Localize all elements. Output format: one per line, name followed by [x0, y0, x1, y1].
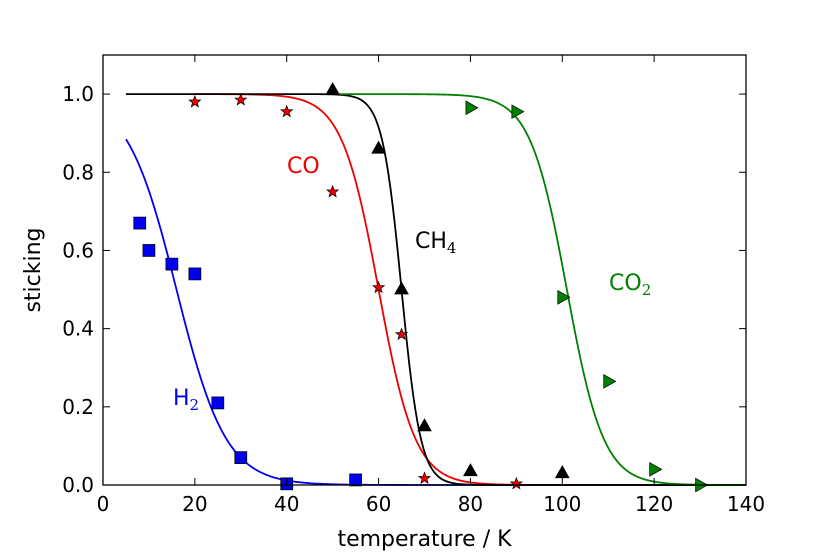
data-point-series-2 — [554, 465, 570, 479]
data-point-series-0 — [165, 257, 179, 271]
x-tick-label: 80 — [458, 492, 483, 516]
data-point-series-0 — [211, 396, 225, 410]
data-point-series-1 — [417, 471, 432, 485]
y-tick-label: 0.4 — [62, 317, 94, 341]
data-point-series-0 — [142, 244, 156, 257]
data-point-series-0 — [188, 267, 202, 281]
data-point-series-1 — [325, 184, 340, 198]
series-label-ch4: CH4 — [415, 229, 456, 257]
series-label-co-main: CO — [287, 154, 320, 179]
x-tick-label: 120 — [635, 492, 673, 516]
data-point-series-3 — [511, 104, 525, 120]
fit-curve-series-0 — [125, 138, 746, 486]
fit-curve-series-3 — [332, 93, 746, 486]
series-label-h2-sub: 2 — [190, 396, 200, 414]
y-tick-label: 0.0 — [62, 473, 94, 497]
plot-frame — [102, 54, 747, 486]
x-tick-label: 100 — [543, 492, 581, 516]
data-point-series-1 — [234, 92, 248, 106]
data-point-series-2 — [371, 140, 386, 154]
data-point-series-1 — [371, 280, 386, 294]
series-label-co2-sub: 2 — [642, 281, 652, 299]
y-tick-label: 0.6 — [62, 238, 94, 262]
data-point-series-0 — [234, 451, 248, 464]
data-point-series-3 — [649, 462, 663, 477]
fit-curve-series-1 — [194, 93, 746, 486]
data-point-series-0 — [133, 216, 147, 230]
series-label-co2: CO2 — [609, 271, 651, 299]
series-label-h2-main: H — [173, 386, 190, 411]
data-point-series-2 — [325, 81, 340, 96]
data-point-series-1 — [188, 94, 202, 108]
fit-curves — [125, 93, 746, 486]
data-point-series-1 — [394, 327, 409, 341]
x-tick-label: 20 — [182, 492, 207, 516]
y-axis-label: sticking — [21, 227, 46, 312]
data-point-series-2 — [463, 463, 478, 477]
data-point-series-1 — [509, 476, 524, 490]
x-tick-label: 40 — [274, 492, 299, 516]
y-tick-label: 0.8 — [62, 160, 94, 184]
data-point-series-0 — [349, 473, 362, 487]
series-label-co2-main: CO — [609, 271, 642, 296]
data-point-series-2 — [394, 281, 409, 295]
y-tick-label: 1.0 — [62, 82, 94, 106]
data-point-series-3 — [465, 100, 479, 116]
data-point-series-3 — [603, 374, 617, 389]
x-axis-label: temperature / K — [337, 527, 512, 552]
data-point-series-2 — [417, 418, 432, 432]
data-markers — [133, 81, 709, 493]
x-tick-label: 140 — [727, 492, 765, 516]
data-point-series-1 — [280, 104, 294, 118]
series-label-h2: H2 — [173, 386, 199, 414]
series-label-co: CO — [287, 154, 320, 179]
series-label-ch4-sub: 4 — [447, 239, 457, 257]
axis-ticks: 0 20 40 60 80 100 120 140 0.0 0.2 0.4 0.6 0.8 1.0 — [62, 55, 765, 516]
data-point-series-3 — [557, 290, 571, 305]
series-label-ch4-main: CH — [415, 229, 447, 254]
y-tick-label: 0.2 — [62, 395, 94, 419]
x-tick-label: 60 — [366, 492, 391, 516]
x-tick-label: 0 — [97, 492, 110, 516]
